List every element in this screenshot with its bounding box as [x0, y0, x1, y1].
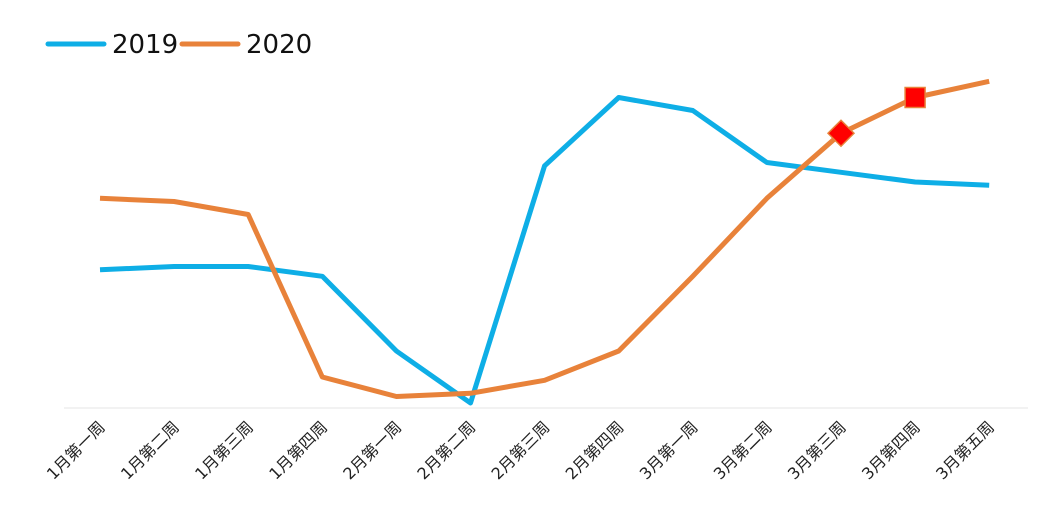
series-line-2019	[99, 95, 990, 406]
x-tick-label: 2月第一周	[339, 417, 405, 483]
x-tick-label: 3月第三周	[784, 417, 850, 483]
series-line-2020	[99, 78, 990, 399]
legend-label-2020: 2020	[246, 30, 312, 60]
x-tick-label: 2月第四周	[562, 417, 628, 483]
x-tick-label: 3月第四周	[858, 417, 924, 483]
x-tick-label: 3月第五周	[932, 417, 998, 483]
legend: 2019 2020	[45, 30, 312, 60]
x-tick-labels: 1月第一周 1月第二周 1月第三周 1月第四周 2月第一周 2月第二周 2月第三周 2月第四周…	[43, 417, 998, 483]
highlight-marker-2020-10	[826, 119, 856, 148]
x-tick-label: 3月第二周	[710, 417, 776, 483]
marker-layer	[826, 86, 926, 148]
x-tick-label: 1月第二周	[117, 417, 183, 483]
x-tick-label: 1月第四周	[265, 417, 331, 483]
x-tick-label: 1月第一周	[43, 417, 109, 483]
series-layer	[99, 78, 990, 406]
x-tick-label: 2月第三周	[488, 417, 554, 483]
x-tick-label: 2月第二周	[413, 417, 479, 483]
highlight-marker-2020-11	[904, 86, 926, 109]
legend-label-2019: 2019	[112, 30, 178, 60]
x-tick-label: 1月第三周	[191, 417, 257, 483]
x-tick-label: 3月第一周	[636, 417, 702, 483]
